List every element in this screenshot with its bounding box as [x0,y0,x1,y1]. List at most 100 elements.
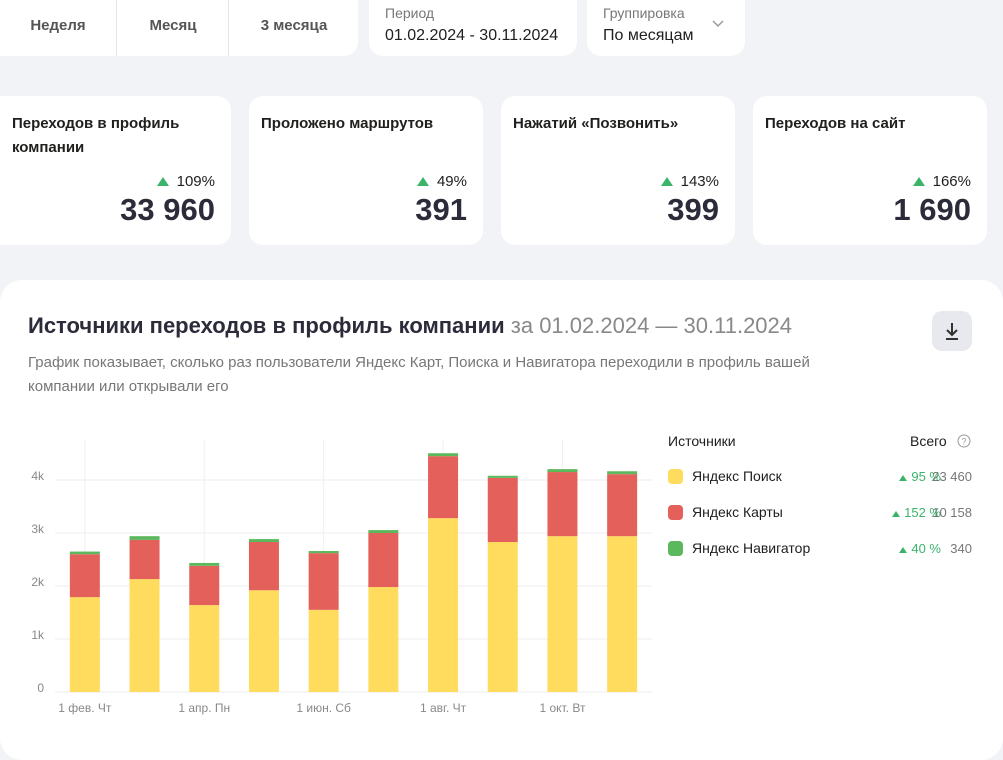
metric-value: 33 960 [120,192,215,227]
x-tick-label: 1 фев. Чт [58,701,112,715]
download-icon [946,323,958,340]
bar-segment [189,562,220,566]
legend-name: Яндекс Навигатор [692,540,811,556]
info-icon[interactable]: ? [956,433,972,449]
bar-segment [308,609,339,692]
tabs: Неделя Месяц 3 месяца [0,0,358,56]
metric-change: 109% [156,173,215,190]
metric-change-text: 143% [680,173,719,190]
legend-change: 95 % [899,469,941,484]
bar-segment [547,472,578,537]
up-arrow [899,475,908,481]
legend-total: 10 158 [932,505,972,520]
metric-change-text: 166% [932,173,971,190]
metric-title: Нажатий «Позвонить» [513,115,679,132]
bar-segment [69,597,100,692]
grouping-value: По месяцам [603,27,694,44]
x-tick-label: 1 июн. Сб [296,701,351,715]
bar-segment [368,533,399,588]
bar-segment [129,539,160,580]
period[interactable]: Период 01.02.2024 - 30.11.2024 [369,0,577,56]
x-tick-label: 1 окт. Вт [539,701,586,715]
chart-title: Источники переходов в профиль компании [28,313,505,338]
metric-value: 391 [415,192,467,227]
bar-segment [368,587,399,692]
bar-segment [308,551,339,554]
legend-change-text: 152 % [904,505,941,520]
legend-name: Яндекс Поиск [692,468,782,484]
legend-swatch [668,505,683,520]
metric-value: 399 [667,192,719,227]
bar-segment [487,475,518,478]
legend-change-text: 40 % [911,541,941,556]
bar-segment [129,579,160,692]
chevron [712,20,724,28]
y-tick-label: 4k [31,469,45,483]
bar-segment [368,530,399,533]
up-arrow [416,177,429,186]
metric-card[interactable]: Переходов на сайт 166% 1 690 [753,96,987,245]
legend-name: Яндекс Карты [692,504,783,520]
bar-segment [189,565,220,606]
legend-total: 23 460 [932,469,972,484]
download-button[interactable] [932,311,972,351]
legend-swatch [668,469,683,484]
metric-card[interactable]: Переходов в профиль компании 109% 33 960 [0,96,231,245]
bar-segment [487,542,518,692]
metric-title: Проложено маршрутов [261,115,434,132]
bar-segment [248,539,279,543]
bar-segment [189,605,220,692]
grouping-label: Группировка [603,5,685,21]
up-arrow [156,177,169,186]
legend-total-header: Всего [910,433,947,449]
bar-segment [248,590,279,692]
date-range: за 01.02.2024 — 30.11.2024 [510,313,793,338]
bar-segment [607,471,638,475]
legend-header: Источники [668,433,736,449]
legend-change: 152 % [892,505,941,520]
metric-change: 49% [416,173,467,190]
bar-segment [248,542,279,591]
bar-segment [607,474,638,537]
chart: 0 1k 2k 3k 4k 1 фев. Чт 1 апр. Пн 1 июн. Сб 1 ав… [31,440,652,715]
period-value: 01.02.2024 - 30.11.2024 [385,27,559,44]
bar-segment [308,553,339,610]
metric-change: 143% [660,173,719,190]
bar-segment [487,477,518,543]
tab[interactable]: Месяц [116,0,229,56]
metric-change-text: 109% [176,173,215,190]
metric-change: 166% [912,173,971,190]
svg-text:?: ? [961,436,966,446]
grouping[interactable]: Группировка По месяцам [587,0,745,56]
metric-change-text: 49% [436,173,467,190]
y-tick-label: 0 [37,681,44,695]
legend-change: 40 % [899,541,941,556]
up-arrow [899,547,908,553]
legend-swatch [668,541,683,556]
x-tick-label: 1 авг. Чт [420,701,467,715]
metric-title: Переходов на сайт [765,115,906,132]
chart-subtitle: График показывает, сколько раз пользоват… [28,354,810,395]
bar-segment [69,554,100,598]
bar-segment [69,551,100,555]
legend-change-text: 95 % [911,469,941,484]
bar-segment [607,536,638,692]
tab[interactable]: Неделя [30,17,86,34]
y-tick-label: 1k [31,628,45,642]
tab[interactable]: 3 месяца [228,0,359,56]
period-label: Период [385,5,435,21]
metric-value: 1 690 [893,192,971,227]
bar-segment [547,469,578,473]
bar-segment [547,536,578,692]
legend-total: 340 [950,541,972,556]
metric-card[interactable]: Нажатий «Позвонить» 143% 399 [501,96,735,245]
chart-heading: Источники переходов в профиль компании з… [28,313,792,339]
metric-title: Переходов в профиль компании [12,115,180,156]
bar-segment [428,453,459,457]
up-arrow [892,511,901,517]
y-tick-label: 2k [31,575,45,589]
metric-card[interactable]: Проложено маршрутов 49% 391 [249,96,483,245]
bar-segment [428,518,459,692]
bar-segment [428,456,459,519]
